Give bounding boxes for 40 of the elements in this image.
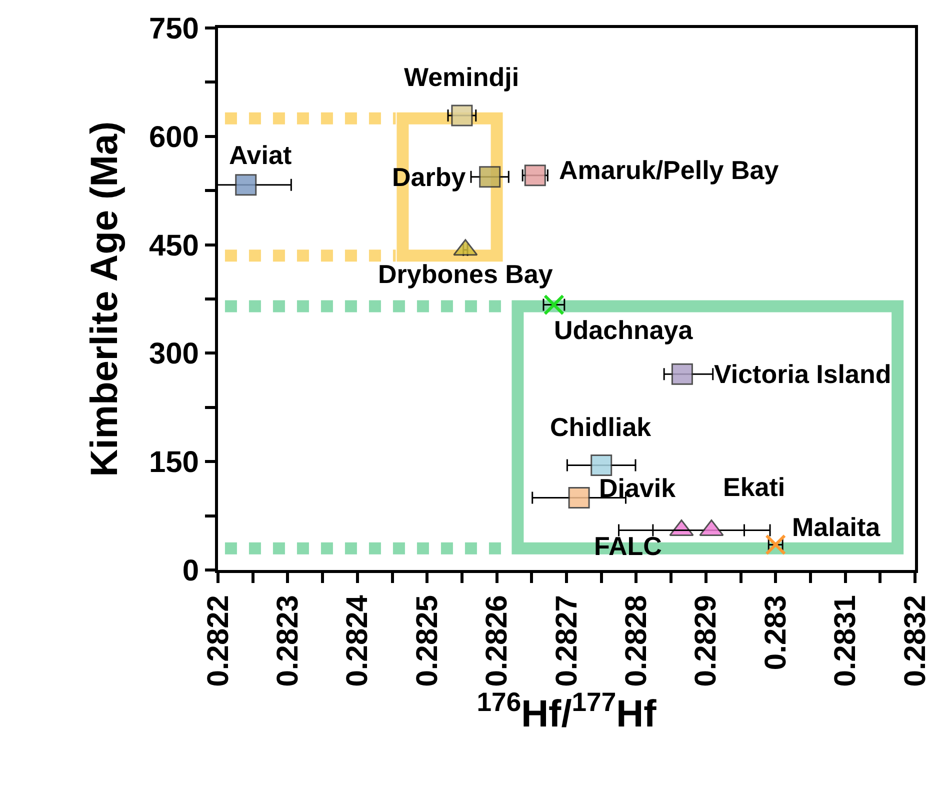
x-axis-title: $^{176}$Hf/$^{177}$Hf [476, 686, 657, 736]
x-tick-label: 0.2831 [829, 595, 862, 687]
y-tick-label: 300 [148, 338, 199, 371]
point [671, 363, 693, 385]
series-label: Malaita [792, 512, 881, 542]
series-label: Ekati [723, 472, 786, 502]
series-label: Amaruk/Pelly Bay [559, 155, 780, 185]
x-tick-label: 0.2823 [271, 595, 304, 687]
series-label: Diavik [599, 473, 676, 503]
series-label: Drybones Bay [378, 259, 554, 289]
series-label: Darby [392, 162, 466, 192]
x-tick-label: 0.2828 [620, 595, 653, 687]
y-axis-title: Kimberlite Age (Ma) [84, 121, 126, 477]
point [235, 174, 257, 196]
series-label: FALC [594, 531, 662, 561]
series-label: Aviat [229, 140, 292, 170]
x-tick-label: 0.283 [759, 595, 792, 670]
y-tick-label: 750 [148, 12, 199, 46]
series-label: Udachnaya [554, 315, 694, 345]
point [479, 166, 501, 188]
series-label: Wemindji [404, 62, 520, 92]
x-tick-label: 0.2829 [690, 595, 723, 687]
point [543, 294, 564, 316]
x-tick-label: 0.2825 [410, 595, 444, 687]
x-tick-label: 0.2824 [341, 594, 374, 687]
point [451, 104, 473, 126]
x-tick-label: 0.2826 [480, 595, 514, 687]
point [568, 486, 590, 508]
y-tick-label: 450 [148, 229, 199, 262]
y-tick-label: 0 [182, 554, 199, 588]
x-tick-label: 0.2827 [550, 595, 584, 687]
x-tick-label: 0.2832 [898, 595, 932, 687]
series-label: Victoria Island [714, 359, 892, 389]
y-tick-label: 600 [148, 120, 199, 154]
x-tick-label: 0.2822 [202, 595, 235, 687]
point [524, 164, 546, 186]
point [765, 534, 786, 556]
y-tick-label: 150 [148, 446, 199, 480]
series-label: Chidliak [550, 412, 652, 442]
point [590, 454, 612, 476]
